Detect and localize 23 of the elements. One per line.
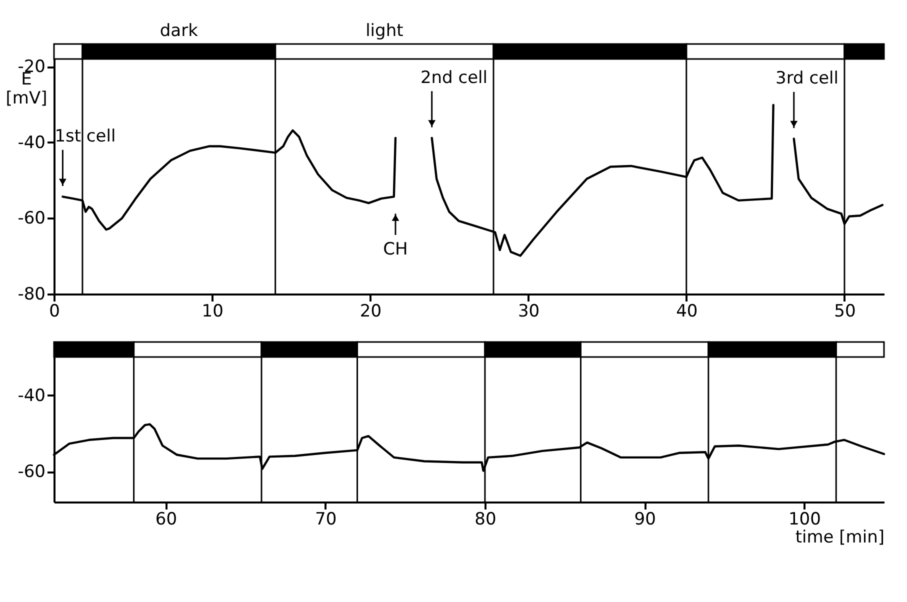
band-label: dark [160,21,198,41]
x-tick-label: 100 [788,510,821,530]
x-tick-label: 60 [155,510,178,530]
y-tick-label: -80 [18,284,46,304]
x-tick-label: 70 [315,510,337,530]
band-label: light [366,21,404,41]
x-tick-label: 40 [676,302,698,322]
x-tick-label: 10 [202,302,224,322]
y-tick-label: -40 [18,132,46,153]
x-tick-label: 90 [634,510,656,530]
x-tick-label: 0 [49,302,60,322]
x-tick-label: 20 [360,302,382,322]
y-tick-label: -40 [18,386,46,406]
x-tick-label: 80 [474,510,496,530]
x-tick-label: 30 [518,302,540,322]
annotation: 3rd cell [776,68,838,89]
y-tick-label: -60 [18,208,46,229]
x-axis-title: time [min] [795,528,884,548]
annotation: CH [383,239,408,260]
x-tick-label: 50 [834,302,856,322]
annotation: 1st cell [54,126,116,147]
annotation: 2nd cell [420,68,488,88]
y-tick-label: -60 [18,462,46,482]
